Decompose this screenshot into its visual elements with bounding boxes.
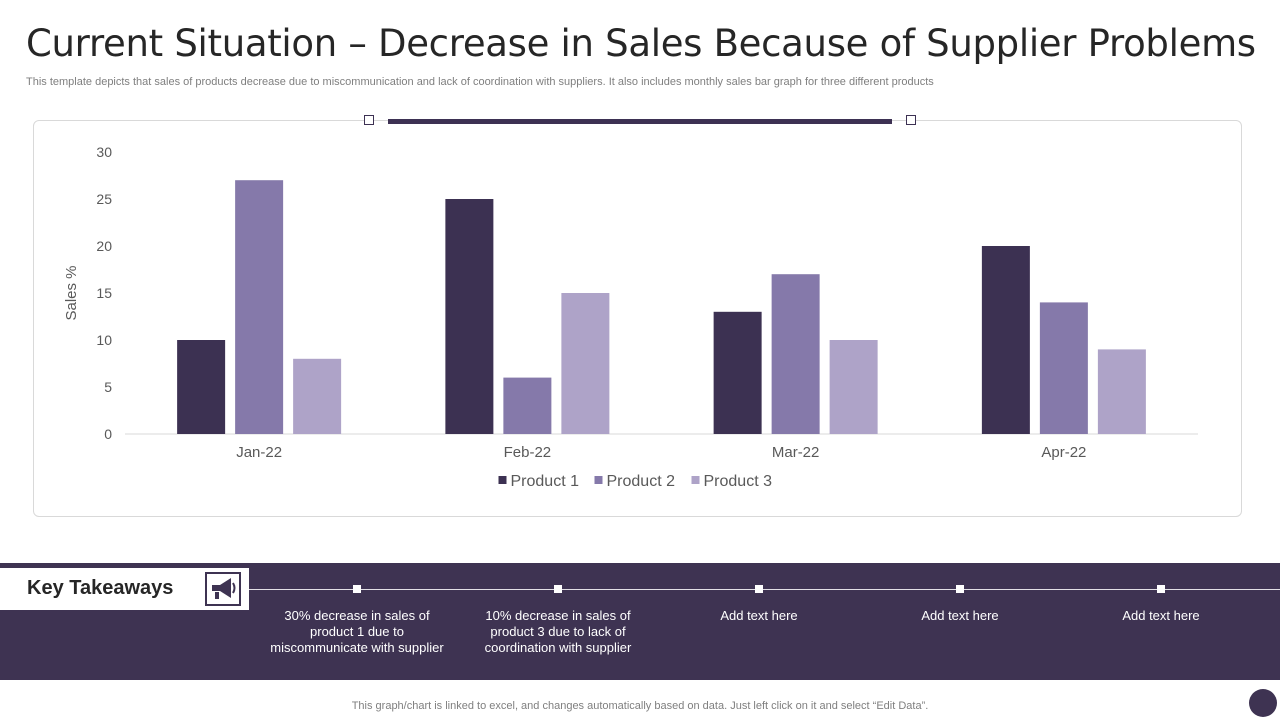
bar xyxy=(503,377,552,434)
bar xyxy=(771,274,820,434)
bar xyxy=(981,246,1030,434)
timeline-marker xyxy=(755,585,763,593)
y-axis-label: Sales % xyxy=(63,265,80,320)
corner-circle xyxy=(1249,689,1277,717)
legend-swatch xyxy=(594,476,603,484)
y-tick-label: 10 xyxy=(96,332,112,348)
takeaway-text[interactable]: 30% decrease in sales of product 1 due t… xyxy=(270,608,444,655)
y-tick-label: 30 xyxy=(96,144,112,160)
y-tick-label: 15 xyxy=(96,285,112,301)
timeline-line xyxy=(249,589,1280,590)
timeline-marker xyxy=(554,585,562,593)
legend-label: Product 2 xyxy=(607,473,676,490)
bar xyxy=(293,358,342,434)
bar xyxy=(1097,349,1146,434)
bar xyxy=(829,340,878,434)
takeaway-text[interactable]: Add text here xyxy=(720,608,798,623)
legend-label: Product 3 xyxy=(704,473,773,490)
x-tick-label: Feb-22 xyxy=(504,444,552,461)
sales-bar-chart[interactable]: 0 5 10 15 20 25 30 Sales % Jan-22 Feb-22 Mar-22 Apr… xyxy=(0,0,1280,520)
takeaway-text[interactable]: Add text here xyxy=(921,608,999,623)
legend-swatch xyxy=(498,476,507,484)
takeaway-text[interactable]: 10% decrease in sales of product 3 due t… xyxy=(484,608,632,655)
x-tick-label: Apr-22 xyxy=(1041,444,1086,461)
y-tick-label: 0 xyxy=(104,426,112,442)
y-tick-label: 20 xyxy=(96,238,112,254)
legend-label: Product 1 xyxy=(511,473,580,490)
bar xyxy=(235,180,284,434)
legend-swatch xyxy=(691,476,700,484)
takeaway-text[interactable]: Add text here xyxy=(1122,608,1200,623)
x-tick-label: Jan-22 xyxy=(236,444,282,461)
timeline-marker xyxy=(956,585,964,593)
y-tick-label: 25 xyxy=(96,191,112,207)
megaphone-icon xyxy=(205,572,241,606)
bar xyxy=(445,199,494,434)
bar xyxy=(713,311,762,434)
footer-note: This graph/chart is linked to excel, and… xyxy=(351,700,929,712)
x-tick-label: Mar-22 xyxy=(772,444,820,461)
bar xyxy=(561,293,610,434)
bar xyxy=(177,340,226,434)
y-tick-label: 5 xyxy=(104,379,112,395)
page-title: Current Situation – Decrease in Sales Be… xyxy=(26,22,1256,65)
timeline-marker xyxy=(1157,585,1165,593)
right-handle xyxy=(906,115,916,125)
decorative-bar xyxy=(388,119,892,124)
left-handle xyxy=(364,115,374,125)
key-takeaways-box: Key Takeaways xyxy=(0,568,249,610)
page-subtitle: This template depicts that sales of prod… xyxy=(26,76,934,88)
bar xyxy=(1039,302,1088,434)
key-takeaways-label: Key Takeaways xyxy=(27,577,174,599)
timeline-marker xyxy=(353,585,361,593)
